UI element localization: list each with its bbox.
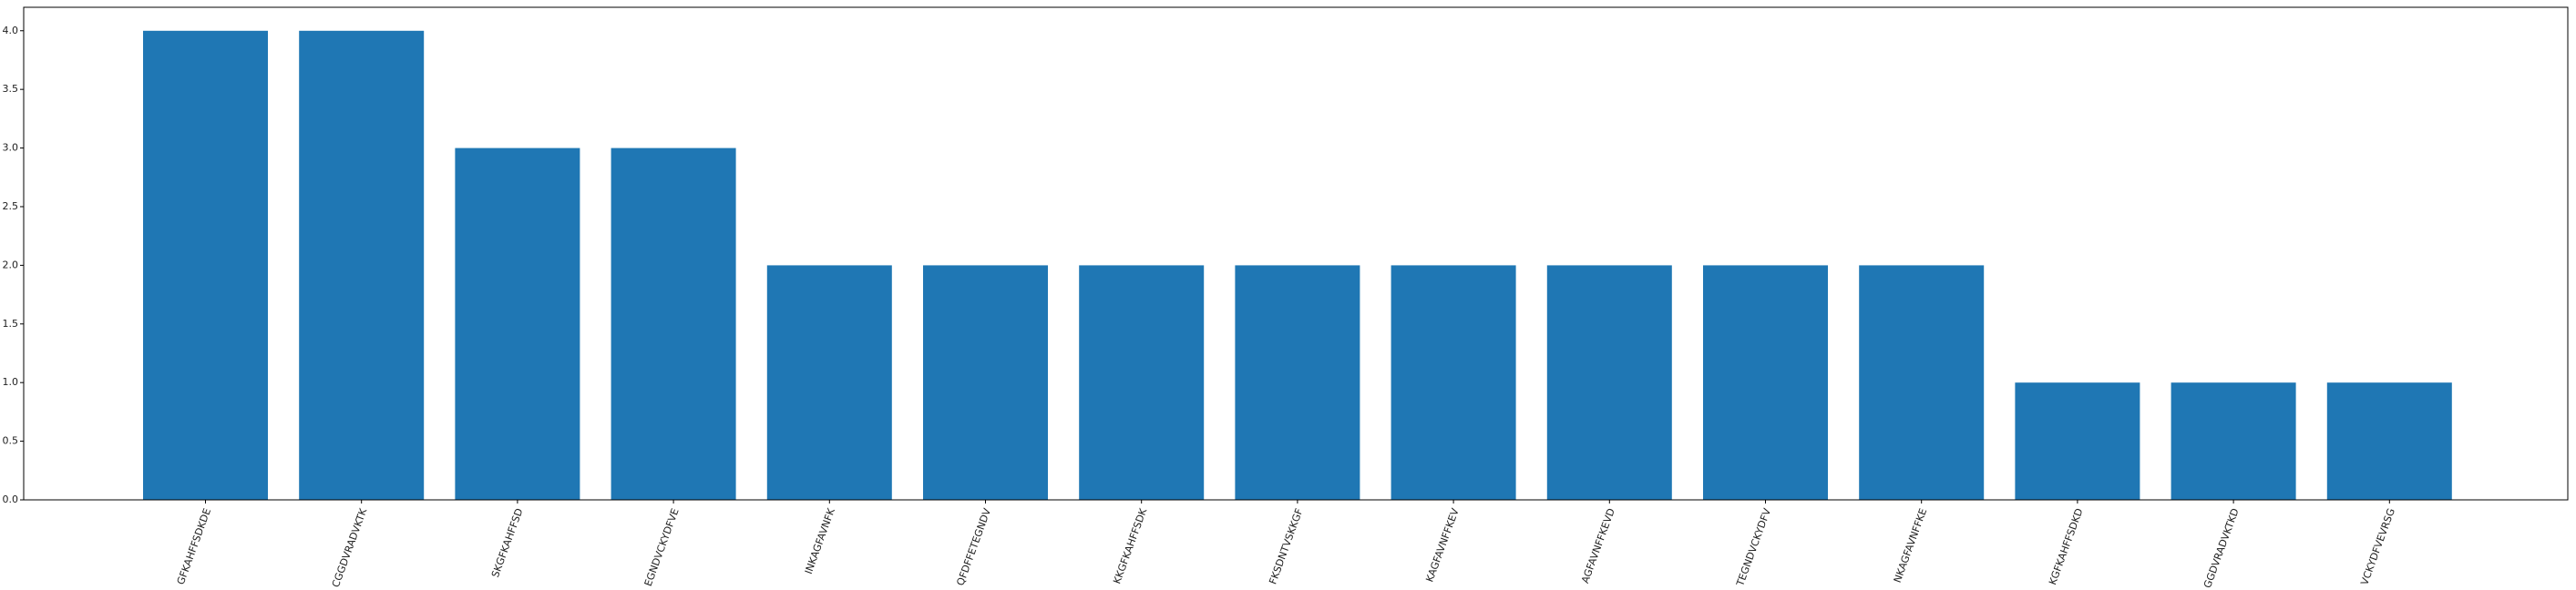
bar-SKGFKAHFFSD [455,148,580,500]
y-tick-label: 0.5 [3,435,19,447]
y-tick-label: 3.0 [3,142,19,154]
bar-KGFKAHFFSDKD [2015,382,2140,500]
y-tick-label: 2.5 [3,200,19,212]
x-tick-label: KGFKAHFFSDKD [2047,507,2085,587]
x-tick-label: EGNDVCKYDFVE [642,507,682,588]
bar-CGGDVRADVKTK [299,30,425,501]
y-axis: 0.0 0.5 1.0 1.5 2.0 2.5 3.0 3.5 4.0 [3,25,24,505]
x-tick-label: FKSDNTVSKKGF [1267,507,1305,586]
x-tick-label: GFKAHFFSDKDE [175,507,213,586]
x-tick-label: KAGFAVNFFKEV [1423,506,1461,584]
bar-AGFAVNFFKEVD [1546,265,1672,500]
x-tick-label: INKAGFAVNFK [803,506,837,575]
plot-frame [23,6,2569,501]
x-tick-label: NKAGFAVNFFKE [1892,507,1930,585]
x-tick-label: AGFAVNFFKEVD [1579,507,1617,585]
bar-NKAGFAVNFFKE [1859,265,1985,500]
bar-INKAGFAVNFK [766,265,892,500]
x-tick-label: KKGFKAHFFSDK [1111,506,1149,585]
bar-GGDVRADVKTKD [2171,382,2296,500]
bar-EGNDVCKYDFVE [611,148,736,500]
bar-GFKAHFFSDKDE [143,30,268,501]
x-tick-label: SKGFKAHFFSD [489,507,526,579]
y-tick-label: 4.0 [3,25,19,36]
y-tick-label: 1.0 [3,376,19,388]
x-axis: GFKAHFFSDKDE CGGDVRADVKTK SKGFKAHFFSD EGNDV… [175,500,2397,590]
bar-FKSDNTVSKKGF [1235,265,1360,500]
bar-KAGFAVNFFKEV [1391,265,1516,500]
y-tick-label: 3.5 [3,83,19,95]
bar-TEGNDVCKYDFV [1703,265,1828,500]
x-tick-label: TEGNDVCKYDFV [1734,506,1773,588]
x-tick-label: VCKYDFVEVRSG [2358,507,2397,587]
y-tick-label: 2.0 [3,259,19,270]
x-tick-label: QFDFFETEGNDV [954,506,993,587]
bar-QFDFFETEGNDV [923,265,1048,500]
y-tick-label: 0.0 [3,493,19,505]
y-tick-label: 1.5 [3,318,19,330]
bars-layer [143,30,2452,501]
x-tick-label: GGDVRADVKTKD [2201,507,2242,590]
bar-KKGFKAHFFSDK [1079,265,1205,500]
x-tick-label: CGGDVRADVKTK [330,506,370,589]
bar-VCKYDFVEVRSG [2326,382,2452,500]
